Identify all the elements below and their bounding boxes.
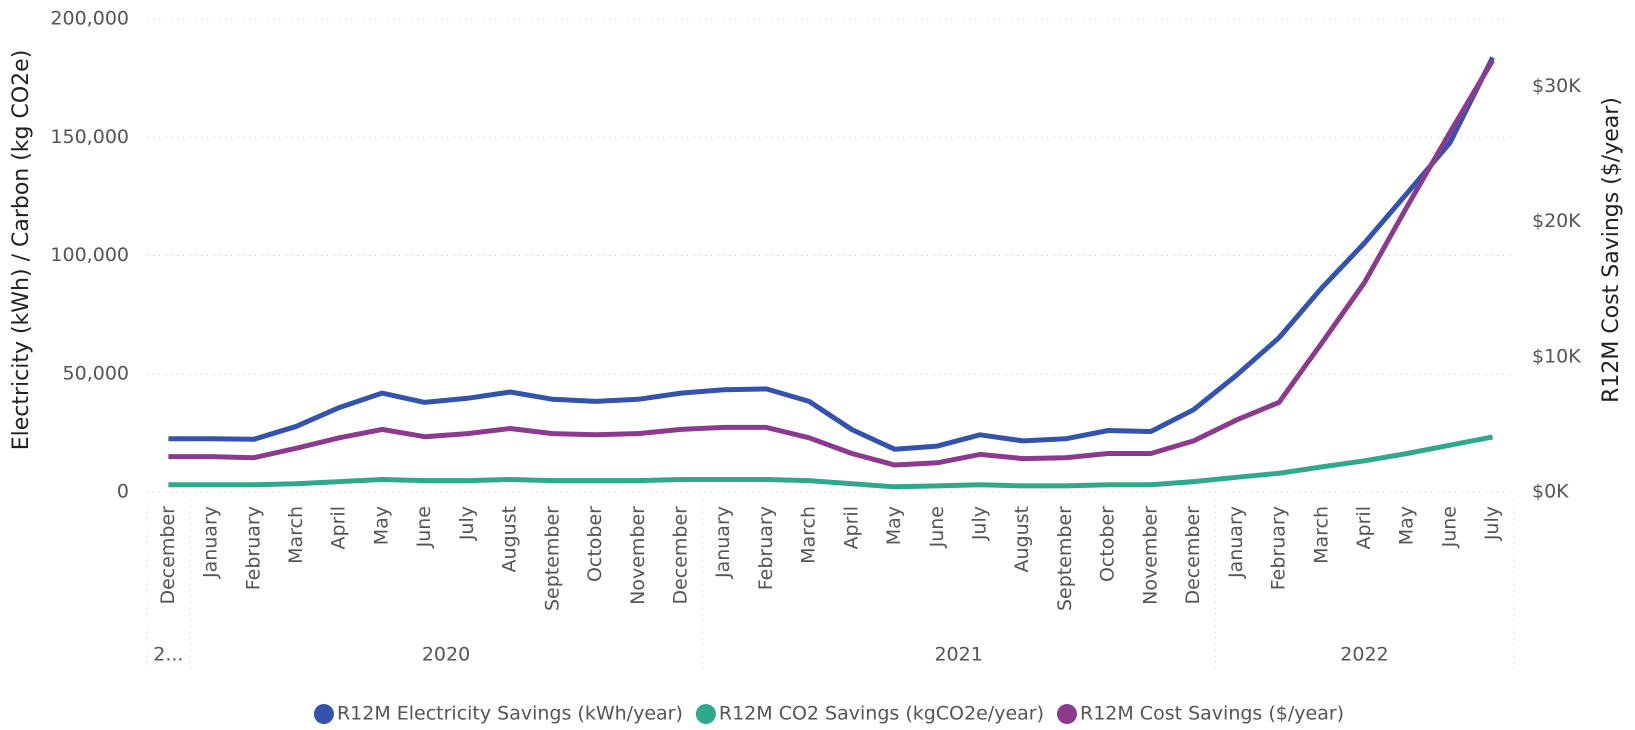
x-tick-label: December	[1182, 506, 1204, 605]
x-tick-label: March	[1310, 506, 1332, 564]
y2-tick-label: $20K	[1532, 210, 1581, 232]
y-tick-label: 100,000	[50, 244, 129, 266]
x-tick-label: June	[413, 506, 435, 548]
legend-item: R12M CO2 Savings (kgCO2e/year)	[695, 703, 1044, 725]
year-label: 2...	[153, 644, 183, 666]
x-tick-label: October	[1097, 506, 1119, 582]
x-tick-label: July	[1481, 506, 1503, 541]
legend-marker	[1057, 704, 1077, 724]
legend-label: R12M Electricity Savings (kWh/year)	[337, 703, 683, 725]
x-tick-label: January	[712, 506, 734, 579]
x-tick-label: May	[370, 506, 392, 545]
x-tick-label: August	[1011, 506, 1033, 573]
y2-tick-label: $10K	[1532, 345, 1581, 367]
x-tick-label: March	[285, 506, 307, 564]
year-label: 2021	[934, 644, 982, 666]
x-tick-label: April	[1353, 506, 1375, 549]
legend-marker	[695, 704, 716, 724]
year-label: 2022	[1340, 644, 1388, 666]
x-tick-label: October	[584, 506, 606, 582]
x-tick-label: February	[1268, 506, 1290, 590]
x-tick-label: December	[157, 506, 179, 605]
x-tick-label: April	[328, 506, 350, 549]
line-series	[168, 56, 1495, 452]
y2-tick-label: $30K	[1532, 75, 1581, 97]
x-tick-label: January	[200, 506, 222, 579]
x-tick-label: June	[926, 506, 948, 548]
y-tick-label: 150,000	[50, 126, 129, 148]
legend-item: R12M Cost Savings ($/year)	[1057, 703, 1344, 725]
x-tick-label: January	[1225, 506, 1247, 579]
legend-marker	[313, 704, 334, 724]
x-tick-label: August	[499, 506, 521, 573]
legend-item: R12M Electricity Savings (kWh/year)	[313, 703, 683, 725]
x-tick-label: March	[798, 506, 820, 564]
x-tick-label: April	[840, 506, 862, 549]
line-series	[168, 59, 1495, 468]
y-tick-label: 0	[117, 481, 129, 503]
y-tick-label: 200,000	[50, 8, 129, 30]
legend-label: R12M CO2 Savings (kgCO2e/year)	[719, 703, 1044, 725]
y-axis-title: Electricity (kWh) / Carbon (kg CO2e)	[9, 50, 34, 451]
y2-axis-title: R12M Cost Savings ($/year)	[1599, 97, 1624, 403]
x-tick-label: May	[883, 506, 905, 545]
x-tick-label: February	[242, 506, 264, 590]
x-tick-label: June	[1438, 506, 1460, 548]
x-tick-label: May	[1396, 506, 1418, 545]
line-series	[168, 434, 1494, 490]
x-tick-label: November	[1139, 506, 1161, 605]
x-tick-label: November	[627, 506, 649, 605]
year-label: 2020	[422, 644, 470, 666]
x-tick-label: July	[969, 506, 991, 541]
x-tick-label: December	[669, 506, 691, 605]
x-tick-label: July	[456, 506, 478, 541]
x-tick-label: September	[541, 506, 563, 611]
x-tick-label: February	[755, 506, 777, 590]
y2-tick-label: $0K	[1532, 481, 1569, 503]
y-tick-label: 50,000	[63, 362, 129, 384]
x-tick-label: September	[1054, 506, 1076, 611]
legend-label: R12M Cost Savings ($/year)	[1080, 703, 1344, 725]
